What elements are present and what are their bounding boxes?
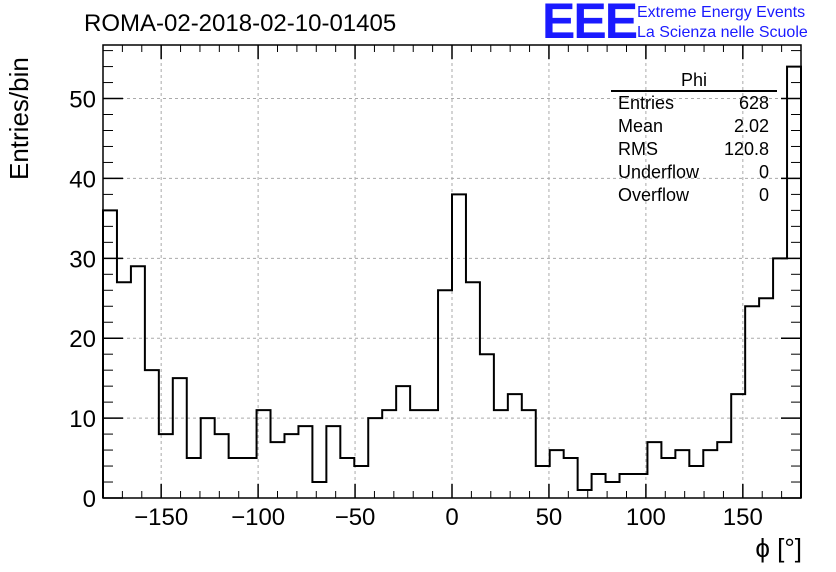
x-tick-label: 50 xyxy=(536,504,563,531)
x-tick-label: −150 xyxy=(134,504,188,531)
histogram-bar xyxy=(145,370,159,498)
axis-tick-labels: −150 −100 −50 0 50 100 150 0 10 20 30 40 50 xyxy=(69,87,763,531)
histogram-bar xyxy=(187,458,201,498)
histogram-bar xyxy=(606,482,620,498)
histogram-bar xyxy=(340,458,354,498)
y-tick-label: 20 xyxy=(69,326,96,353)
histogram-bar xyxy=(675,450,689,498)
histogram-bar xyxy=(257,410,271,498)
histogram-bar xyxy=(243,458,257,498)
stats-box: Phi Entries 628 Mean 2.02 RMS 120.8 Unde… xyxy=(611,70,777,207)
histogram-bar xyxy=(103,210,117,498)
histogram-bar xyxy=(368,418,382,498)
histogram-bar xyxy=(564,458,578,498)
eee-logo: EEE Extreme Energy Events La Scienza nel… xyxy=(542,0,836,48)
axis-ticks xyxy=(103,45,801,499)
histogram-bar xyxy=(661,458,675,498)
histogram-bar xyxy=(689,466,703,498)
stats-label: RMS xyxy=(618,139,658,159)
histogram-bar xyxy=(745,306,759,498)
stats-value: 120.8 xyxy=(723,139,769,159)
histogram-bar xyxy=(703,450,717,498)
histogram-bar xyxy=(326,426,340,498)
histogram-bar xyxy=(354,466,368,498)
stats-value: 0 xyxy=(758,162,769,182)
histogram-bar xyxy=(312,482,326,498)
x-tick-label: 100 xyxy=(626,504,666,531)
logo-mark: EEE xyxy=(542,0,638,49)
stats-row-rms: RMS 120.8 xyxy=(611,138,777,161)
histogram-bar xyxy=(173,378,187,498)
stats-label: Mean xyxy=(618,116,664,136)
histogram-bar xyxy=(633,474,647,498)
histogram-bar xyxy=(131,266,145,498)
histogram-bar xyxy=(410,410,424,498)
x-axis-label: ϕ [°] xyxy=(755,533,802,563)
histogram-bar xyxy=(731,394,745,498)
histogram-bar xyxy=(647,442,661,498)
histogram-bar xyxy=(229,458,243,498)
histogram-bar xyxy=(396,386,410,498)
histogram-bar xyxy=(536,466,550,498)
stats-value: 0 xyxy=(758,185,769,205)
x-tick-label: −50 xyxy=(335,504,376,531)
stats-row-mean: Mean 2.02 xyxy=(611,115,777,138)
histogram-bar xyxy=(759,298,773,498)
histogram-bar xyxy=(284,434,298,498)
x-tick-label: 0 xyxy=(445,504,458,531)
histogram-bar xyxy=(298,426,312,498)
histogram-bar xyxy=(578,490,592,498)
histogram-bar xyxy=(550,450,564,498)
plot-title: ROMA-02-2018-02-10-01405 xyxy=(84,10,397,37)
y-tick-label: 40 xyxy=(69,166,96,193)
x-tick-label: −100 xyxy=(231,504,285,531)
histogram-bar xyxy=(522,410,536,498)
histogram-bar xyxy=(717,442,731,498)
histogram-bar xyxy=(215,434,229,498)
stats-label: Underflow xyxy=(618,162,700,182)
histogram-bar xyxy=(159,434,173,498)
logo-text-line1: Extreme Energy Events xyxy=(637,4,806,21)
stats-value: 628 xyxy=(738,93,769,113)
histogram-bar xyxy=(382,410,396,498)
histogram-bar xyxy=(787,67,801,498)
y-tick-label: 0 xyxy=(83,486,96,513)
histogram-bar xyxy=(452,194,466,498)
histogram-bar xyxy=(438,290,452,498)
histogram-bar xyxy=(480,354,494,498)
y-tick-label: 30 xyxy=(69,246,96,273)
y-tick-label: 10 xyxy=(69,406,96,433)
histogram-bar xyxy=(424,410,438,498)
stats-row-entries: Entries 628 xyxy=(611,92,777,115)
histogram-bar xyxy=(466,282,480,498)
stats-label: Entries xyxy=(618,93,675,113)
histogram-bar xyxy=(117,282,131,498)
y-tick-label: 50 xyxy=(69,87,96,114)
histogram-series xyxy=(102,65,802,498)
histogram-bar xyxy=(773,258,787,498)
histogram-bar xyxy=(508,394,522,498)
histogram-bar xyxy=(201,418,215,498)
y-axis-label: Entries/bin xyxy=(4,57,34,180)
stats-title: Phi xyxy=(611,70,777,92)
stats-row-overflow: Overflow 0 xyxy=(611,184,777,207)
stats-row-underflow: Underflow 0 xyxy=(611,161,777,184)
stats-value: 2.02 xyxy=(733,116,769,136)
histogram-bar xyxy=(494,410,508,498)
histogram-bar xyxy=(592,474,606,498)
stats-label: Overflow xyxy=(618,185,690,205)
histogram-bar xyxy=(620,474,634,498)
logo-text-line2: La Scienza nelle Scuole xyxy=(637,24,808,41)
histogram-bar xyxy=(271,442,285,498)
x-tick-label: 150 xyxy=(723,504,763,531)
